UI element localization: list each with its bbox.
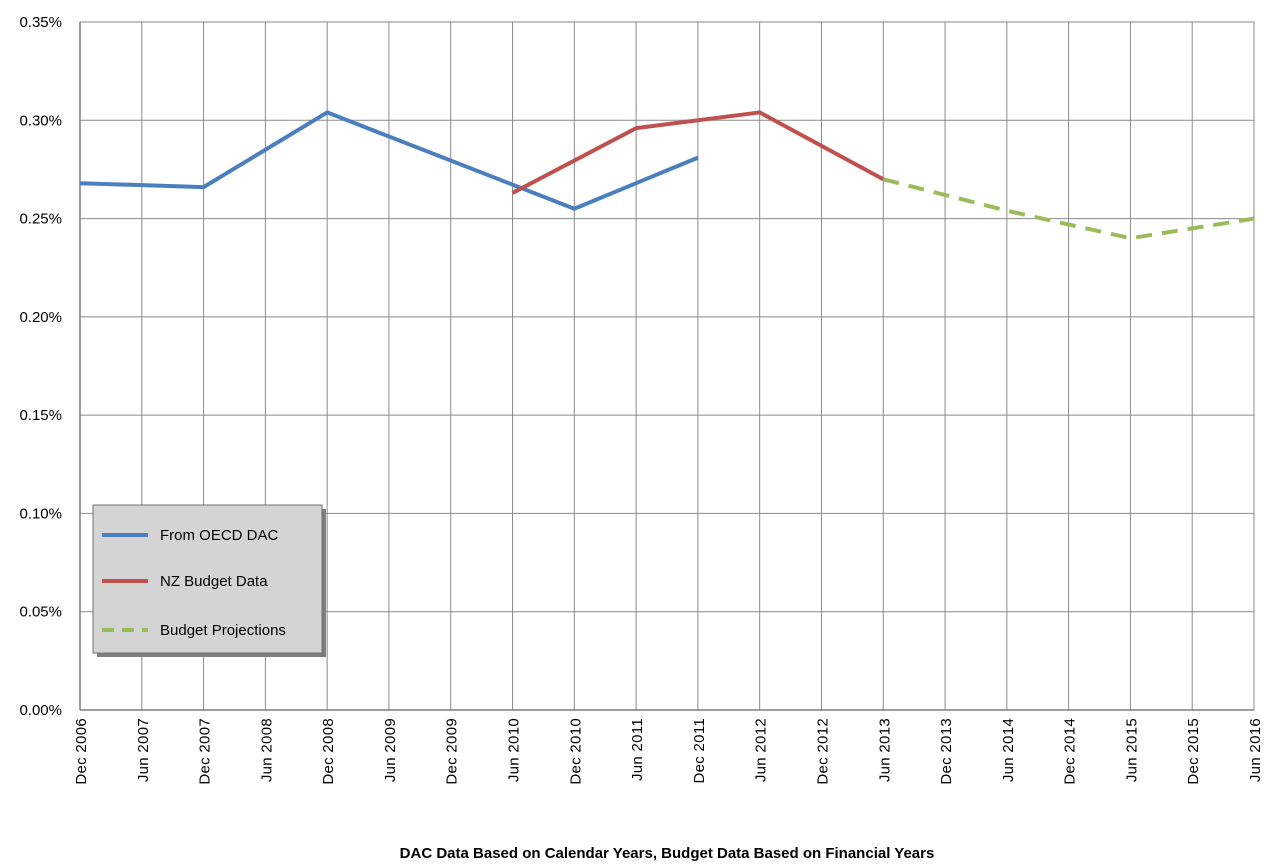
x-tick-label: Dec 2010	[567, 718, 584, 785]
x-tick-label: Dec 2006	[73, 718, 90, 785]
series-line-0	[79, 110, 699, 211]
x-tick-label: Jun 2015	[1123, 718, 1140, 782]
y-tick-label: 0.30%	[19, 112, 62, 129]
x-tick-label: Dec 2008	[320, 718, 337, 785]
y-tick-label: 0.35%	[19, 14, 62, 31]
x-tick-label: Jun 2011	[629, 718, 646, 781]
x-tick-label: Jun 2012	[753, 718, 770, 782]
x-tick-label: Jun 2008	[258, 718, 275, 782]
x-tick-label: Dec 2015	[1185, 718, 1202, 785]
x-tick-label: Jun 2016	[1247, 718, 1264, 782]
series-line-2	[882, 177, 1255, 241]
x-tick-label: Jun 2007	[135, 718, 152, 782]
x-tick-label: Dec 2014	[1062, 718, 1079, 785]
y-tick-label: 0.25%	[19, 211, 62, 228]
x-tick-label: Dec 2009	[444, 718, 461, 785]
y-tick-label: 0.10%	[19, 505, 62, 522]
x-tick-label: Dec 2007	[197, 718, 214, 785]
y-tick-label: 0.00%	[19, 702, 62, 719]
y-axis-ticks: 0.00% 0.05% 0.10% 0.15% 0.20% 0.25% 0.30% 0.35%	[19, 14, 62, 719]
series-line-1	[511, 110, 885, 195]
y-tick-label: 0.15%	[19, 407, 62, 424]
y-tick-label: 0.20%	[19, 309, 62, 326]
x-tick-label: Jun 2010	[506, 718, 523, 782]
x-tick-label: Jun 2013	[876, 718, 893, 782]
y-tick-label: 0.05%	[19, 604, 62, 621]
legend-label-budget: NZ Budget Data	[160, 573, 268, 590]
x-tick-label: Jun 2014	[1000, 718, 1017, 782]
x-tick-label: Dec 2012	[814, 718, 831, 785]
grid	[79, 21, 1255, 711]
x-axis-ticks: Dec 2006 Jun 2007 Dec 2007 Jun 2008 Dec 2008…	[73, 718, 1264, 785]
x-tick-label: Jun 2009	[382, 718, 399, 782]
legend-label-projections: Budget Projections	[160, 622, 286, 639]
x-tick-label: Dec 2011	[691, 718, 708, 784]
series-lines	[79, 110, 1255, 241]
legend: From OECD DAC NZ Budget Data Budget Proj…	[92, 504, 326, 657]
legend-label-oecd: From OECD DAC	[160, 527, 279, 544]
x-tick-label: Dec 2013	[938, 718, 955, 785]
x-axis-label: DAC Data Based on Calendar Years, Budget…	[400, 845, 935, 862]
